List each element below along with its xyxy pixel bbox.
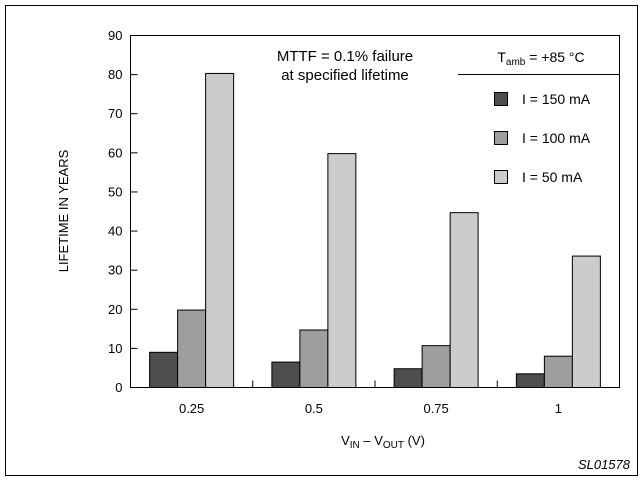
- bars-group: [149, 72, 601, 389]
- annotation-background: [238, 40, 452, 88]
- x-axis-label: VIN – VOUT (V): [341, 433, 425, 451]
- annotation-line-1: MTTF = 0.1% failure: [277, 48, 413, 65]
- y-tick-label: 70: [108, 106, 122, 121]
- bar-i-50-ma-0.5: [327, 153, 357, 388]
- legend-label: I = 150 mA: [522, 91, 591, 107]
- bar-i-150-ma-0.75: [393, 368, 423, 388]
- legend-label: I = 100 mA: [522, 130, 591, 146]
- y-tick-label: 30: [108, 263, 122, 278]
- bar-i-50-ma-1: [571, 255, 601, 388]
- condition-background: [462, 40, 618, 68]
- legend: I = 150 mA I = 100 mA I = 50 mA: [485, 78, 617, 190]
- bar-i-100-ma-0.5: [299, 329, 329, 388]
- annotation-line-2: at specified lifetime: [281, 67, 409, 84]
- bar-i-150-ma-1: [515, 373, 545, 388]
- y-tick-label: 0: [115, 380, 122, 395]
- x-tick-label: 0.75: [423, 401, 448, 416]
- y-tick-label: 20: [108, 302, 122, 317]
- y-tick-label: 80: [108, 67, 122, 82]
- figure-border: [5, 5, 638, 476]
- bar-i-100-ma-1: [543, 355, 573, 389]
- y-tick-label: 90: [108, 28, 122, 43]
- bar-i-100-ma-0.25: [177, 309, 207, 388]
- bar-i-150-ma-0.5: [271, 361, 301, 389]
- y-tick-label: 60: [108, 145, 122, 160]
- x-tick-label: 0.25: [179, 401, 204, 416]
- bar-i-50-ma-0.75: [449, 212, 479, 388]
- x-tick-label: 1: [555, 401, 562, 416]
- condition-label: Tamb = +85 °C: [497, 49, 584, 68]
- legend-label: I = 50 mA: [522, 169, 583, 185]
- bar-i-50-ma-0.25: [205, 72, 235, 388]
- reference-code: SL01578: [578, 457, 631, 472]
- bar-i-100-ma-0.75: [421, 345, 451, 389]
- y-tick-label: 50: [108, 184, 122, 199]
- y-tick-label: 40: [108, 224, 122, 239]
- legend-swatch: [494, 131, 508, 145]
- y-tick-label: 10: [108, 341, 122, 356]
- legend-swatch: [494, 92, 508, 106]
- x-tick-label: 0.5: [305, 401, 323, 416]
- x-axis: 0.25 0.5 0.75 1: [179, 380, 562, 416]
- legend-swatch: [494, 170, 508, 184]
- bar-i-150-ma-0.25: [149, 351, 179, 388]
- y-axis-label: LIFETIME IN YEARS: [56, 149, 71, 272]
- y-axis: 0 10 20 30 40 50 60 70 80 90: [108, 28, 138, 395]
